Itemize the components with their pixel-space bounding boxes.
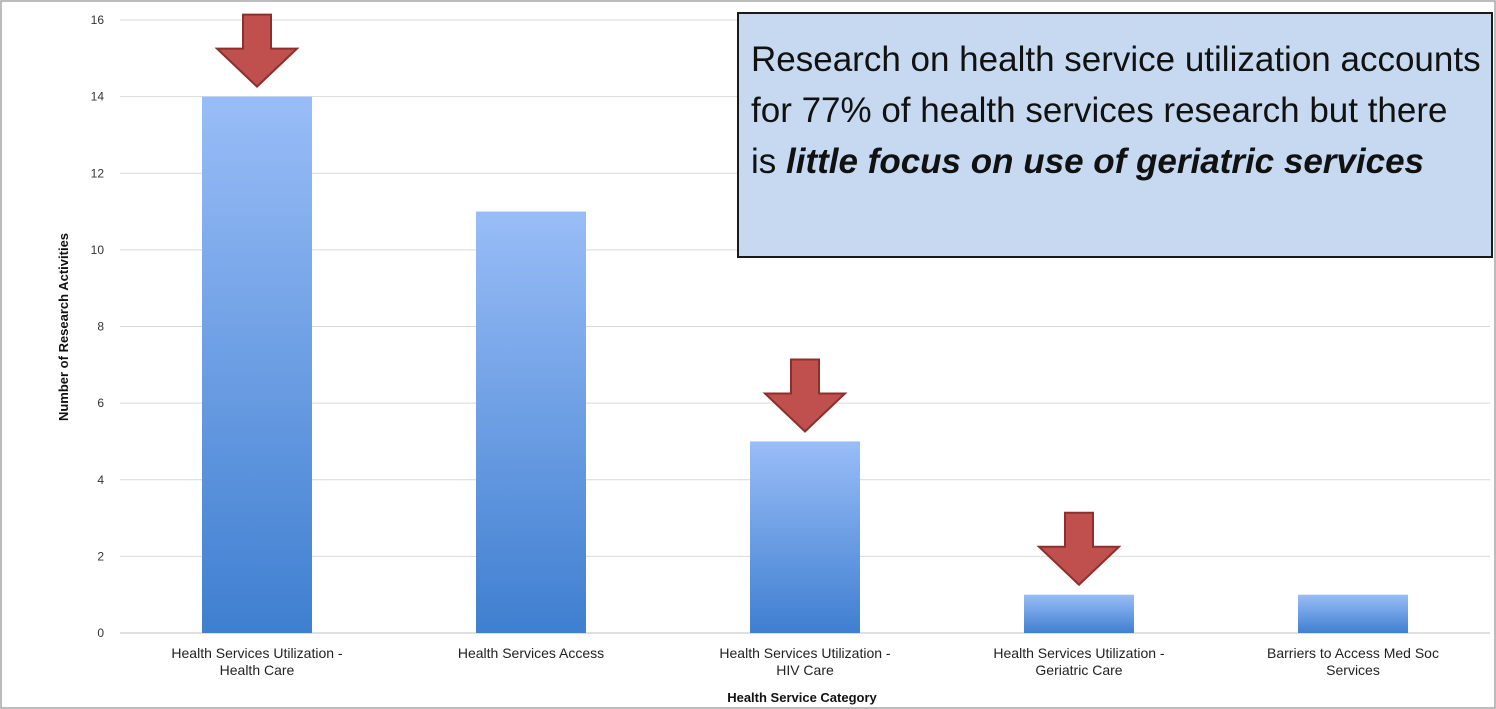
y-tick-label: 8 [97,320,104,334]
highlight-arrow-icon [1036,511,1122,587]
x-tick-label: Barriers to Access Med Soc Services [1267,645,1439,678]
y-tick-label: 10 [91,243,105,257]
y-tick-label: 12 [91,166,105,180]
highlight-arrow-icon [214,13,300,89]
x-axis-title: Health Service Category [727,690,877,705]
annotation-callout: Research on health service utilization a… [737,12,1493,258]
x-tick-label: Health Services Utilization -HIV Care [719,645,891,678]
bar [476,211,586,633]
y-tick-label: 0 [97,626,104,640]
highlight-arrow-icon [762,358,848,433]
y-tick-label: 16 [91,13,105,27]
y-tick-label: 4 [97,473,104,487]
bar [1298,594,1408,633]
bar [750,441,860,633]
y-tick-label: 14 [91,90,105,104]
bar [1024,594,1134,633]
bar [202,96,312,633]
x-tick-label: Health Services Utilization -Geriatric C… [993,645,1165,678]
y-tick-label: 6 [97,396,104,410]
highlight-arrows [214,13,1122,587]
y-axis-title: Number of Research Activities [56,233,71,421]
x-tick-label: Health Services Utilization -Health Care [171,645,343,678]
bars [202,96,1408,633]
callout-text: Research on health service utilization a… [751,40,1481,181]
y-tick-label: 2 [97,549,104,563]
callout-emphasis: little focus on use of geriatric service… [786,142,1424,181]
x-tick-label: Health Services Access [458,645,604,661]
labels: 0 2 4 6 8 10 12 14 16 Health Services Utilization… [91,13,1439,678]
